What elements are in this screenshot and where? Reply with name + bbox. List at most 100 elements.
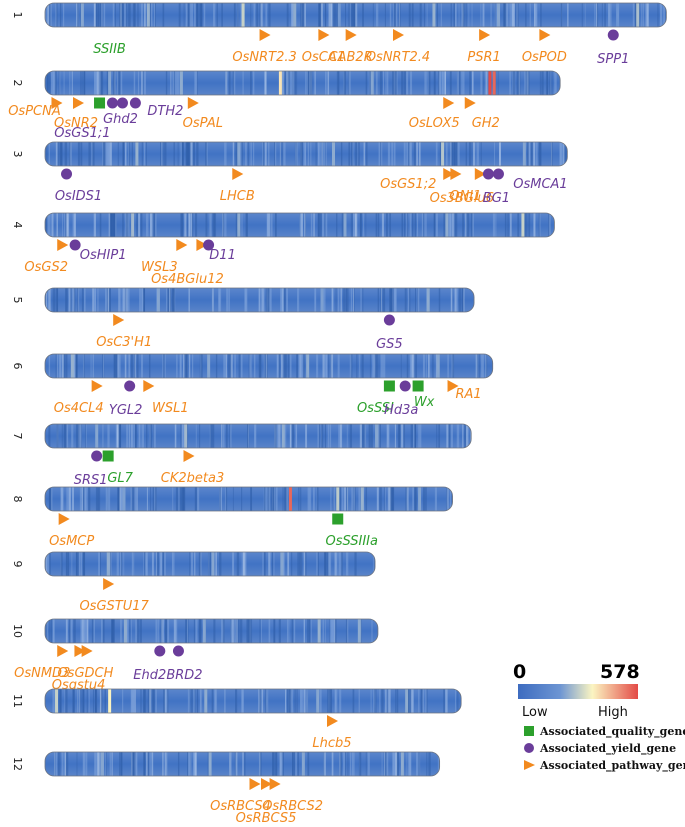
density-texture [304,3,306,27]
density-texture [137,71,140,95]
density-texture [65,354,68,378]
gene-marker-hd3a [399,380,411,392]
density-texture [99,71,102,95]
density-texture [50,71,54,95]
density-texture [92,354,94,378]
density-texture [119,752,121,776]
density-texture [419,424,422,448]
density-texture [221,3,223,27]
density-texture [385,689,387,713]
density-texture [339,689,342,713]
density-texture [456,288,458,312]
density-texture [215,354,218,378]
chromosome-number: 11 [11,694,24,708]
density-texture [46,619,49,643]
density-texture [334,619,337,643]
density-texture [80,552,83,576]
density-texture [263,142,265,166]
density-texture [392,487,394,511]
density-texture [118,288,120,312]
density-texture [455,689,457,713]
density-texture [286,619,289,643]
density-texture [249,354,252,378]
density-texture [333,3,336,27]
density-texture [329,424,332,448]
density-texture [102,424,104,448]
density-texture [566,142,568,166]
density-texture [54,752,56,776]
density-texture [360,619,362,643]
density-texture [65,552,68,576]
density-texture [67,552,70,576]
density-texture [194,71,196,95]
density-texture [421,689,425,713]
density-texture [153,424,156,448]
density-texture [278,424,280,448]
density-texture [86,689,88,713]
gene-label-wx: Wx [414,395,435,410]
density-texture [366,142,368,166]
density-texture [229,424,231,448]
density-texture [376,71,378,95]
density-texture [495,71,497,95]
density-texture [131,552,135,576]
density-texture [143,142,146,166]
density-texture [283,288,286,312]
density-texture [190,752,192,776]
gene-marker-osgstu17 [103,578,115,590]
density-texture [388,689,391,713]
density-texture [175,619,178,643]
density-texture [485,71,488,95]
density-texture [79,487,82,511]
density-texture [377,288,379,312]
density-texture [425,487,427,511]
density-texture [142,71,144,95]
density-texture [81,71,83,95]
density-texture [185,142,187,166]
density-texture [155,619,158,643]
density-texture [554,71,557,95]
density-texture [293,619,296,643]
density-texture [399,3,400,27]
density-texture [45,213,48,237]
density-texture [193,689,196,713]
density-texture [77,3,79,27]
density-texture [340,288,342,312]
density-texture [641,3,642,27]
density-texture [422,487,426,511]
density-texture [109,752,111,776]
density-texture [80,142,83,166]
gene-label-os3bglu6: Os3BGlu6 [430,191,494,206]
density-texture [244,288,248,312]
density-texture [584,3,586,27]
density-texture [268,552,270,576]
density-texture [262,288,265,312]
chromosome-number: 8 [11,496,24,503]
gene-marker-ospod [539,29,551,41]
chromosome-body [45,689,462,713]
density-texture [281,354,283,378]
density-texture [328,552,331,576]
gene-label-ssiib: SSIIB [93,42,126,57]
density-texture [61,354,64,378]
density-texture [539,142,542,166]
density-texture [318,424,320,448]
density-texture [211,689,214,713]
chromosome-number: 9 [11,561,24,568]
density-texture [134,3,136,27]
density-texture [266,487,268,511]
density-texture [66,552,69,576]
density-texture [328,354,330,378]
density-texture [101,71,104,95]
density-texture [607,3,611,27]
density-texture [191,3,193,27]
density-texture [560,142,564,166]
density-texture [161,142,163,166]
density-texture [219,487,221,511]
density-texture [519,71,521,95]
density-texture [338,487,342,511]
density-texture [265,689,269,713]
density-texture [300,552,303,576]
density-texture [416,213,419,237]
density-texture [351,752,353,776]
